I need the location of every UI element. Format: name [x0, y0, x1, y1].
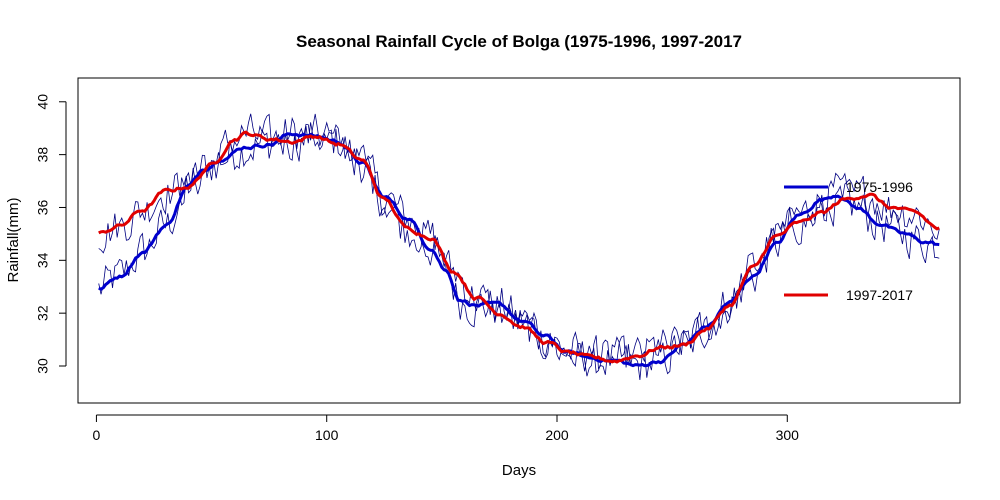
- x-axis-label: Days: [502, 462, 536, 479]
- y-tick-label-36: 36: [35, 199, 51, 215]
- legend-label-1975-1996: 1975-1996: [846, 179, 913, 195]
- y-axis: 30 32 34 36 38 40: [35, 94, 67, 374]
- series-1975-1996: [98, 132, 940, 368]
- x-axis: 0 100 200 300: [93, 414, 800, 443]
- x-tick-label-300: 300: [776, 427, 800, 443]
- y-axis-label: Rainfall(mm): [5, 197, 22, 282]
- plot-frame: [77, 77, 961, 404]
- series-1997-2017: [98, 130, 940, 364]
- x-tick-label-0: 0: [93, 427, 101, 443]
- legend: 1975-1996 1997-2017: [784, 179, 913, 303]
- x-tick-label-200: 200: [545, 427, 569, 443]
- y-tick-label-40: 40: [35, 94, 51, 110]
- legend-label-1997-2017: 1997-2017: [846, 287, 913, 303]
- y-tick-label-30: 30: [35, 358, 51, 374]
- series-1975-1996-daily: [98, 113, 940, 380]
- x-tick-label-100: 100: [315, 427, 339, 443]
- y-tick-label-38: 38: [35, 147, 51, 163]
- chart-title: Seasonal Rainfall Cycle of Bolga (1975-1…: [296, 32, 742, 51]
- smoothed-lines: [98, 130, 940, 368]
- y-tick-label-32: 32: [35, 305, 51, 321]
- y-tick-label-34: 34: [35, 252, 51, 268]
